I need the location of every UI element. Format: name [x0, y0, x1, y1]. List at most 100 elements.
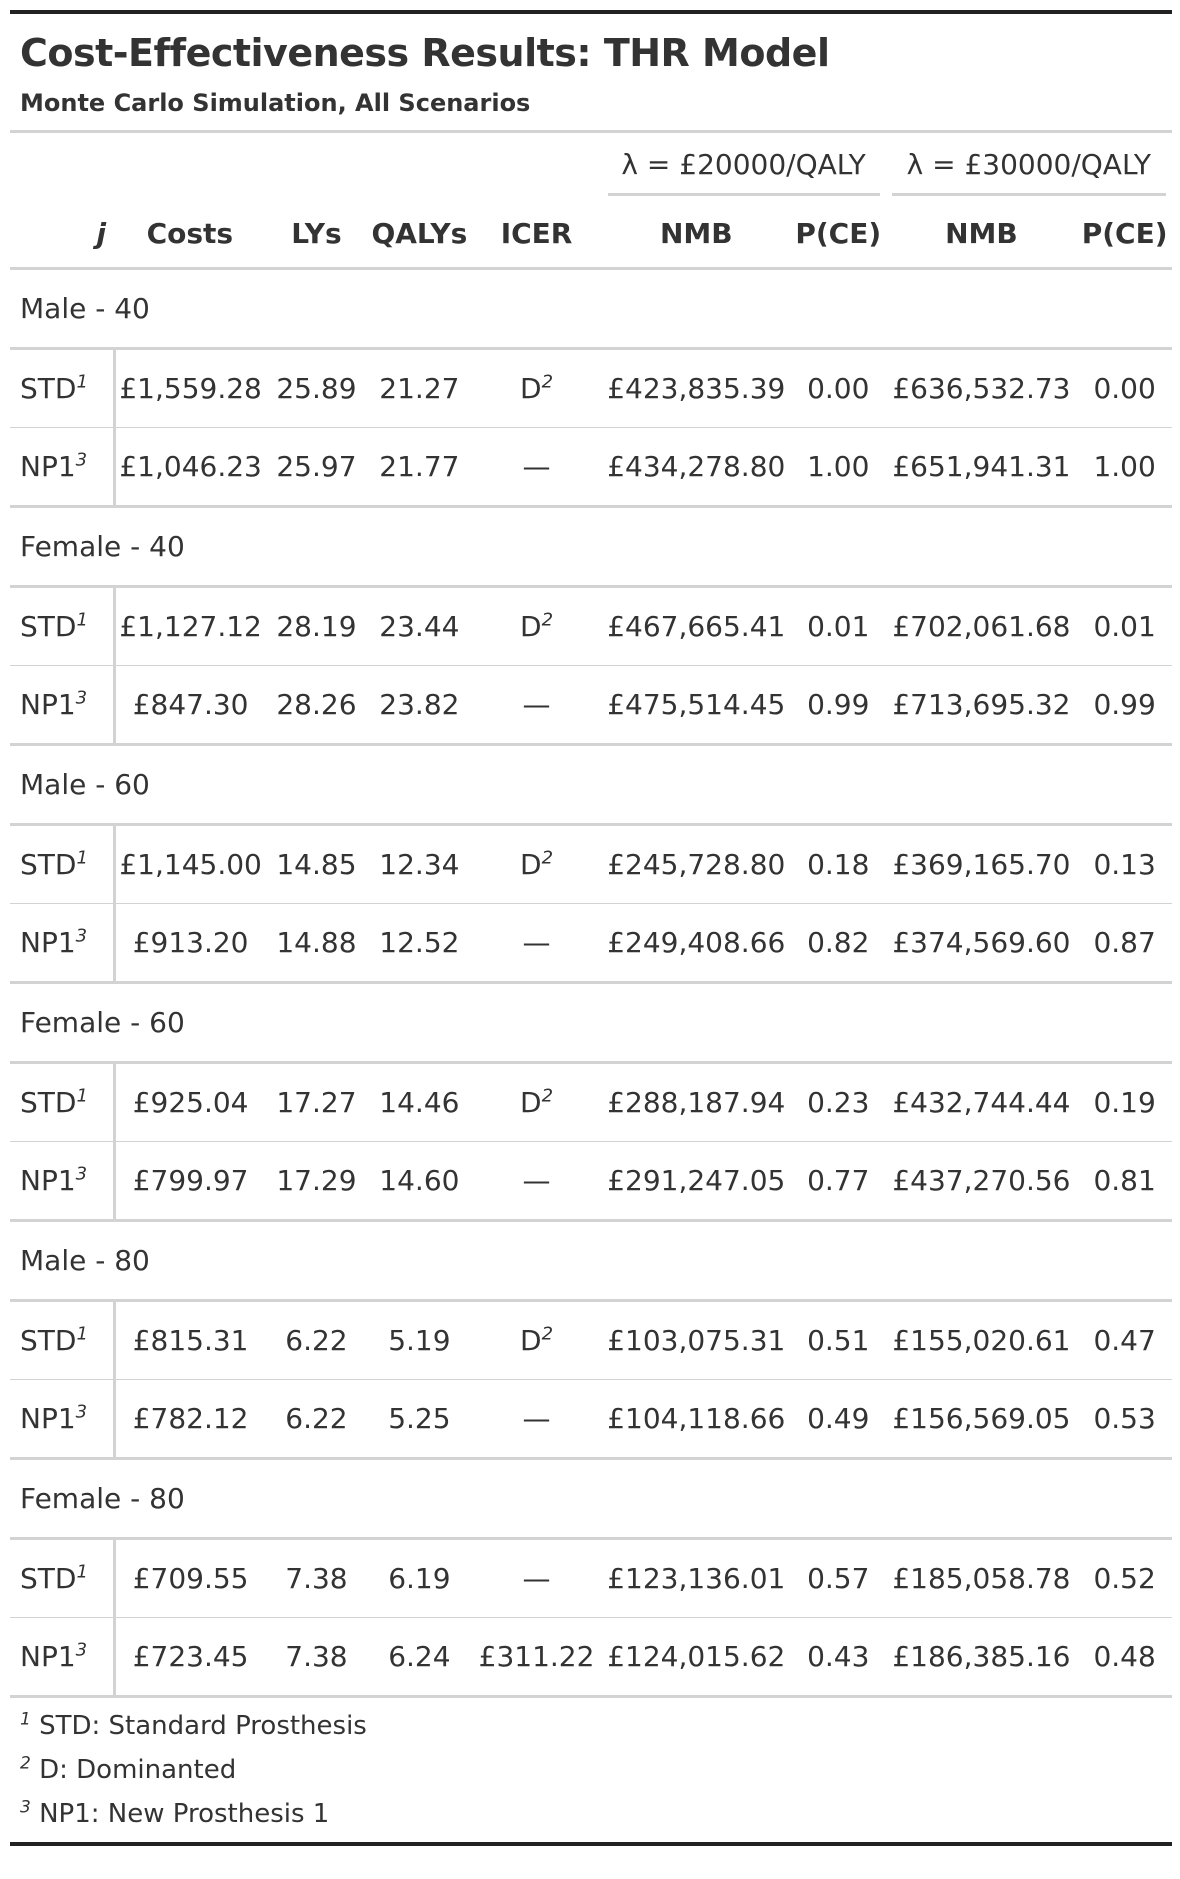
row-label: NP13	[10, 903, 116, 984]
row-label-text: NP1	[20, 1164, 76, 1197]
cell-pce20: 0.57	[790, 1538, 886, 1618]
cell-lys: 17.29	[265, 1141, 368, 1222]
cell-nmb20: £245,728.80	[601, 824, 791, 904]
cell-qalys: 12.52	[367, 903, 472, 984]
cell-pce30: 0.87	[1077, 903, 1172, 984]
row-label: STD1	[10, 1538, 116, 1618]
cell-qalys: 14.60	[367, 1141, 472, 1222]
table-row: NP13 £799.97 17.29 14.60— £291,247.05 0.77 £43…	[10, 1141, 1172, 1222]
table-row: NP13 £1,046.23 25.97 21.77— £434,278.80 1.00 £…	[10, 427, 1172, 508]
cell-costs: £847.30	[114, 665, 266, 746]
icer-value: —	[522, 1402, 551, 1435]
footnote-marker: 3	[75, 1163, 88, 1185]
group-label: Female - 80	[10, 1458, 1172, 1540]
row-label-text: NP1	[20, 1402, 76, 1435]
footnote-space	[31, 1799, 39, 1829]
row-label-text: STD	[20, 1324, 77, 1357]
cell-icer: D2	[471, 1062, 602, 1142]
group-row: Male - 80	[10, 1220, 1172, 1302]
cell-nmb20: £291,247.05	[601, 1141, 791, 1222]
footnote-marker: 2	[541, 609, 554, 631]
table-row: STD1 £1,127.12 28.19 23.44 D2 £467,665.41 0.01…	[10, 586, 1172, 666]
cell-costs: £799.97	[114, 1141, 266, 1222]
cell-nmb30: £185,058.78	[885, 1538, 1078, 1618]
col-header-costs: Costs	[114, 199, 266, 270]
cell-pce20: 0.77	[790, 1141, 886, 1222]
table-row: STD1 £815.31 6.22 5.19 D2 £103,075.31 0.51 £155…	[10, 1300, 1172, 1380]
cell-icer: D2	[471, 586, 602, 666]
row-label: STD1	[10, 348, 116, 428]
footnote-marker: 3	[75, 925, 88, 947]
table-row: STD1 £1,559.28 25.89 21.27 D2 £423,835.39 0.00…	[10, 348, 1172, 428]
col-header-lys: LYs	[265, 199, 368, 270]
cell-lys: 28.19	[265, 586, 368, 666]
col-header-pce-30000: P(CE)	[1077, 199, 1172, 270]
cell-icer: —	[471, 1538, 602, 1618]
table-row: STD1 £925.04 17.27 14.46 D2 £288,187.94 0.23 £4…	[10, 1062, 1172, 1142]
cell-costs: £913.20	[114, 903, 266, 984]
cell-pce20: 0.18	[790, 824, 886, 904]
row-label-text: STD	[20, 610, 77, 643]
cell-nmb20: £123,136.01	[601, 1538, 791, 1618]
cell-nmb20: £434,278.80	[601, 427, 791, 508]
cell-nmb20: £124,015.62	[601, 1617, 791, 1698]
icer-value: D	[520, 372, 542, 405]
cell-lys: 14.85	[265, 824, 368, 904]
table-title: Cost-Effectiveness Results: THR Model	[20, 31, 830, 75]
footnote-text: D: Dominanted	[39, 1755, 237, 1785]
cell-nmb20: £103,075.31	[601, 1300, 791, 1380]
icer-value: D	[520, 610, 542, 643]
cell-qalys: 12.34	[367, 824, 472, 904]
table-row: STD1 £1,145.00 14.85 12.34 D2 £245,728.80 0.18…	[10, 824, 1172, 904]
table-row: NP13 £723.45 7.38 6.24 £311.22 £124,015.62 0.4…	[10, 1617, 1172, 1698]
group-row: Female - 60	[10, 982, 1172, 1064]
col-header-nmb-20000: NMB	[601, 199, 791, 270]
cell-lys: 25.89	[265, 348, 368, 428]
cell-costs: £815.31	[114, 1300, 266, 1380]
results-table-container: Cost-Effectiveness Results: THR Model Mo…	[10, 10, 1172, 1846]
group-label: Male - 80	[10, 1220, 1172, 1302]
cell-pce30: 0.13	[1077, 824, 1172, 904]
group-label: Male - 60	[10, 744, 1172, 826]
cell-lys: 17.27	[265, 1062, 368, 1142]
cell-lys: 14.88	[265, 903, 368, 984]
bottom-rule	[10, 1842, 1172, 1846]
icer-value: —	[522, 1562, 551, 1595]
icer-value: —	[522, 688, 551, 721]
col-header-qalys: QALYs	[367, 199, 472, 270]
table-row: NP13 £913.20 14.88 12.52— £249,408.66 0.82 £37…	[10, 903, 1172, 984]
footnote-marker: 1	[76, 1323, 88, 1345]
cell-icer: £311.22	[471, 1617, 602, 1698]
col-header-pce-20000: P(CE)	[790, 199, 886, 270]
cell-nmb30: £651,941.31	[885, 427, 1078, 508]
cell-lys: 6.22	[265, 1300, 368, 1380]
table-row: NP13 £847.30 28.26 23.82— £475,514.45 0.99 £71…	[10, 665, 1172, 746]
cell-pce20: 0.00	[790, 348, 886, 428]
cell-pce30: 0.00	[1077, 348, 1172, 428]
cell-qalys: 23.82	[367, 665, 472, 746]
footnote-marker: 2	[541, 371, 554, 393]
cell-pce20: 0.49	[790, 1379, 886, 1460]
cell-icer: —	[471, 903, 602, 984]
footnote-marker: 1	[76, 609, 88, 631]
cell-nmb20: £475,514.45	[601, 665, 791, 746]
cell-icer: —	[471, 1379, 602, 1460]
cell-qalys: 6.24	[367, 1617, 472, 1698]
cell-nmb30: £156,569.05	[885, 1379, 1078, 1460]
table-row: NP13 £782.12 6.22 5.25— £104,118.66 0.49 £156,…	[10, 1379, 1172, 1460]
cell-pce30: 0.19	[1077, 1062, 1172, 1142]
cell-costs: £1,559.28	[114, 348, 266, 428]
icer-value: D	[520, 1324, 542, 1357]
cell-nmb30: £186,385.16	[885, 1617, 1078, 1698]
footnote-marker: 3	[75, 1401, 88, 1423]
cell-nmb30: £702,061.68	[885, 586, 1078, 666]
cell-pce30: 0.01	[1077, 586, 1172, 666]
footnote-marker: 3	[75, 449, 88, 471]
footnote-marker: 2	[541, 1085, 554, 1107]
group-row: Female - 80	[10, 1458, 1172, 1540]
footnote-space	[31, 1711, 39, 1741]
footnote-text: STD: Standard Prosthesis	[39, 1711, 367, 1741]
cell-pce20: 0.82	[790, 903, 886, 984]
col-header-j: j	[10, 199, 115, 270]
footnote: 1 STD: Standard Prosthesis	[20, 1704, 1172, 1748]
